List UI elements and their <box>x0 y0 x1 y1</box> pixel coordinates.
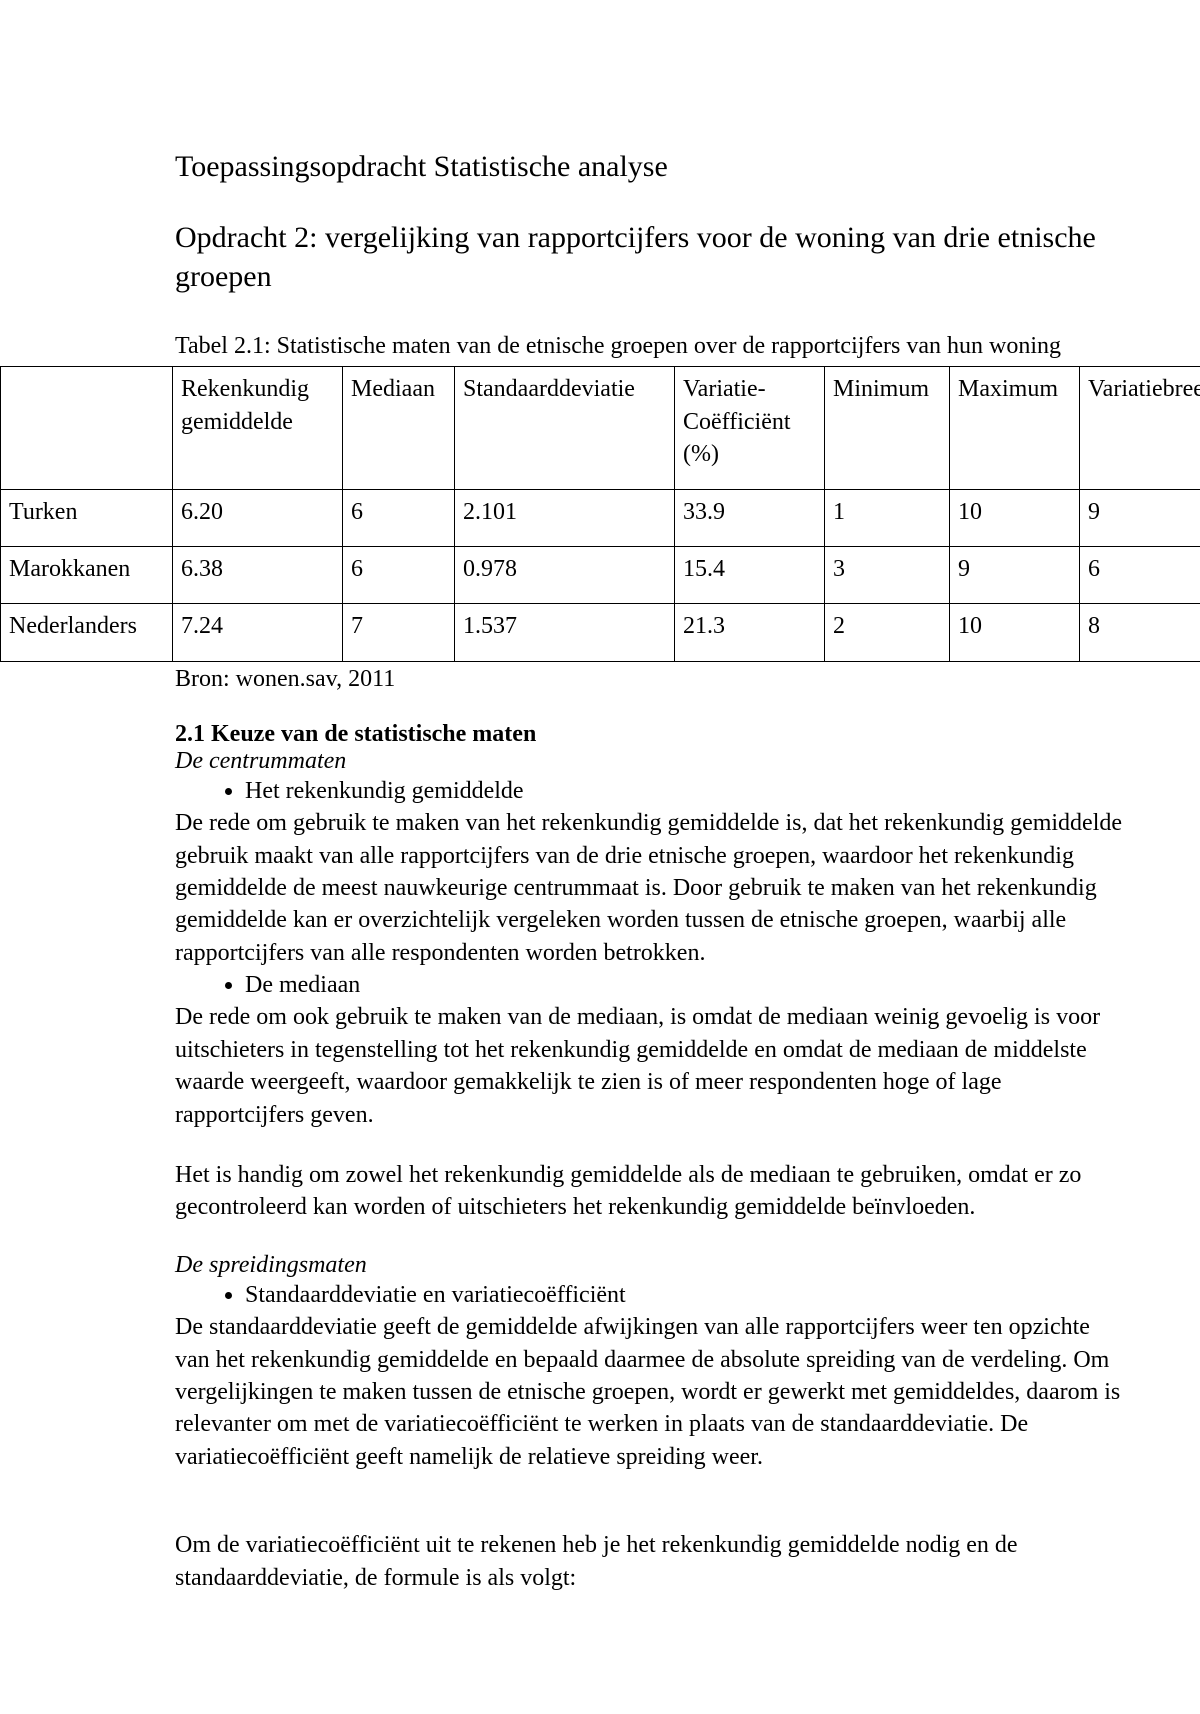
col-header-std: Standaarddeviatie <box>455 367 675 489</box>
table-row: Marokkanen 6.38 6 0.978 15.4 3 9 6 <box>1 546 1200 603</box>
col-header-range: Variatiebreedte <box>1080 367 1200 489</box>
row-label: Nederlanders <box>1 604 173 661</box>
cell-max: 9 <box>950 546 1080 603</box>
cell-range: 6 <box>1080 546 1200 603</box>
bullet-item: De mediaan <box>245 969 1130 1001</box>
table-row: Nederlanders 7.24 7 1.537 21.3 2 10 8 <box>1 604 1200 661</box>
bullet-list: Standaarddeviatie en variatiecoëfficiënt <box>175 1279 1130 1311</box>
cell-min: 1 <box>825 489 950 546</box>
paragraph: De standaarddeviatie geeft de gemiddelde… <box>175 1311 1130 1473</box>
table-row: Turken 6.20 6 2.101 33.9 1 10 9 <box>1 489 1200 546</box>
cell-cv: 33.9 <box>675 489 825 546</box>
col-header-mean: Rekenkundig gemiddelde <box>173 367 343 489</box>
cell-mean: 7.24 <box>173 604 343 661</box>
section-heading-21: 2.1 Keuze van de statistische maten <box>175 721 1130 748</box>
bullet-list: Het rekenkundig gemiddelde <box>175 775 1130 807</box>
bullet-item: Standaarddeviatie en variatiecoëfficiënt <box>245 1279 1130 1311</box>
cell-mean: 6.20 <box>173 489 343 546</box>
cell-min: 3 <box>825 546 950 603</box>
col-header-max: Maximum <box>950 367 1080 489</box>
paragraph: Om de variatiecoëfficiënt uit te rekenen… <box>175 1529 1130 1594</box>
cell-range: 9 <box>1080 489 1200 546</box>
col-header-min: Minimum <box>825 367 950 489</box>
cell-mean: 6.38 <box>173 546 343 603</box>
cell-median: 6 <box>343 546 455 603</box>
col-header-median: Mediaan <box>343 367 455 489</box>
document-page: Toepassingsopdracht Statistische analyse… <box>0 0 1200 1714</box>
cell-cv: 21.3 <box>675 604 825 661</box>
cell-max: 10 <box>950 604 1080 661</box>
paragraph: De rede om ook gebruik te maken van de m… <box>175 1001 1130 1131</box>
col-header-cv: Variatie- Coëfficiënt (%) <box>675 367 825 489</box>
subheading-spreidingsmaten: De spreidingsmaten <box>175 1252 1130 1279</box>
page-title: Toepassingsopdracht Statistische analyse <box>175 150 1130 184</box>
cell-median: 7 <box>343 604 455 661</box>
row-label: Marokkanen <box>1 546 173 603</box>
paragraph: Het is handig om zowel het rekenkundig g… <box>175 1159 1130 1224</box>
subheading-centrummaten: De centrummaten <box>175 748 1130 775</box>
statistics-table: Rekenkundig gemiddelde Mediaan Standaard… <box>0 366 1200 661</box>
cell-std: 1.537 <box>455 604 675 661</box>
cell-range: 8 <box>1080 604 1200 661</box>
cell-std: 0.978 <box>455 546 675 603</box>
bullet-item: Het rekenkundig gemiddelde <box>245 775 1130 807</box>
row-label: Turken <box>1 489 173 546</box>
cell-cv: 15.4 <box>675 546 825 603</box>
col-header-rowhead <box>1 367 173 489</box>
cell-median: 6 <box>343 489 455 546</box>
cell-max: 10 <box>950 489 1080 546</box>
cell-std: 2.101 <box>455 489 675 546</box>
bullet-list: De mediaan <box>175 969 1130 1001</box>
paragraph: De rede om gebruik te maken van het reke… <box>175 807 1130 969</box>
table-source: Bron: wonen.sav, 2011 <box>175 666 1130 693</box>
table-caption: Tabel 2.1: Statistische maten van de etn… <box>175 330 1130 362</box>
table-header-row: Rekenkundig gemiddelde Mediaan Standaard… <box>1 367 1200 489</box>
cell-min: 2 <box>825 604 950 661</box>
assignment-subtitle: Opdracht 2: vergelijking van rapportcijf… <box>175 218 1130 296</box>
